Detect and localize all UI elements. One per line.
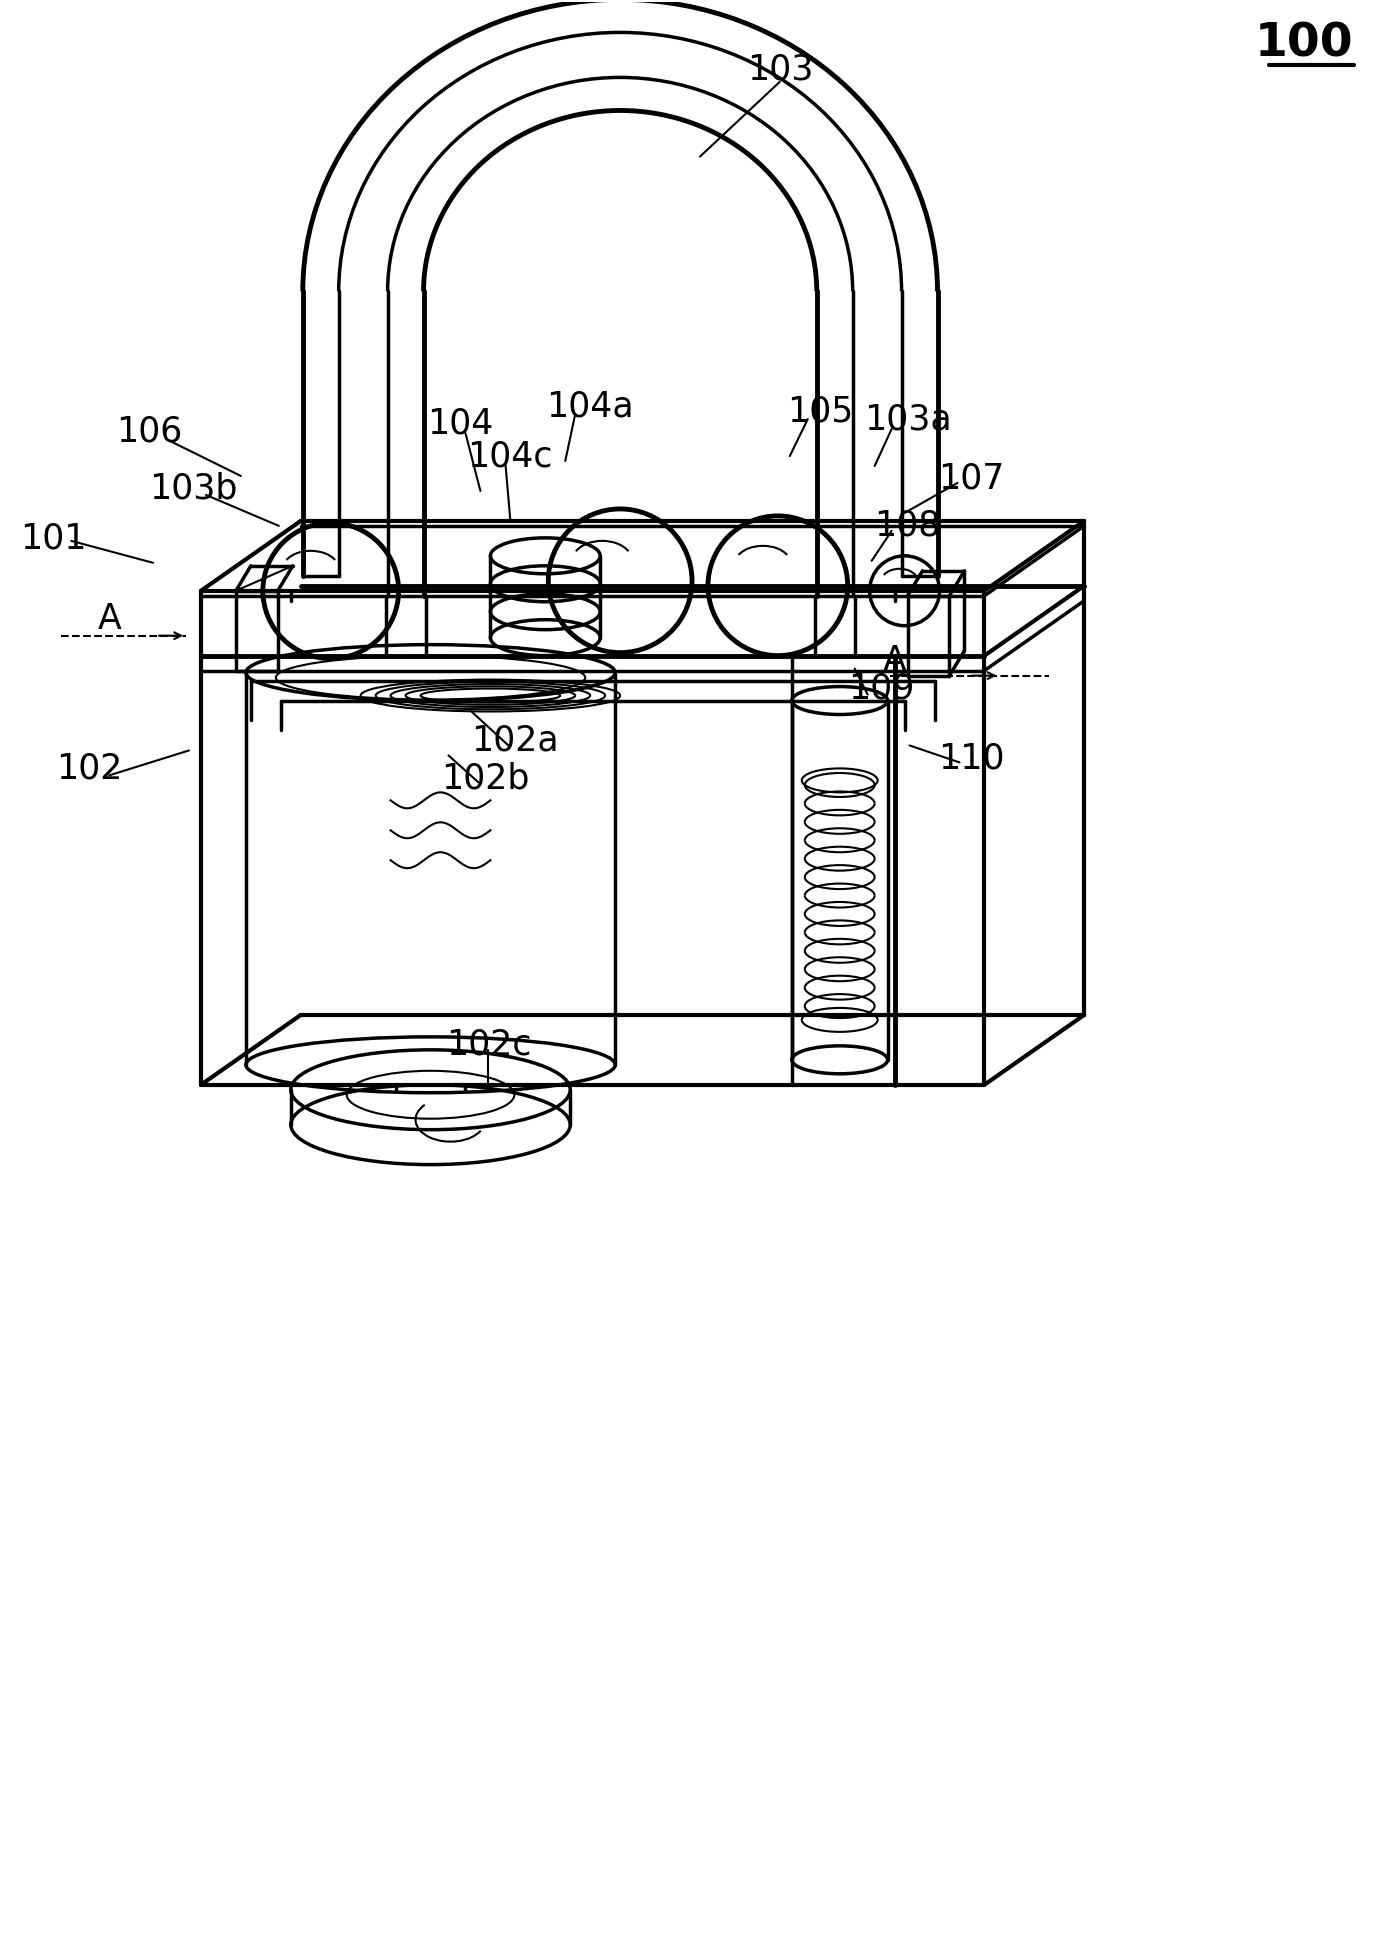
Text: 106: 106: [115, 414, 182, 449]
Text: 108: 108: [874, 509, 941, 544]
Text: 102b: 102b: [441, 760, 530, 795]
Text: 105: 105: [787, 395, 853, 428]
Text: 103: 103: [746, 52, 813, 87]
Text: 104a: 104a: [546, 389, 634, 424]
Text: 103b: 103b: [149, 472, 238, 505]
Text: 107: 107: [938, 462, 1005, 495]
Text: 110: 110: [938, 741, 1005, 776]
Text: 100: 100: [1254, 21, 1352, 66]
Text: A: A: [97, 602, 121, 637]
Text: 104: 104: [427, 406, 493, 439]
Text: 109: 109: [848, 671, 915, 706]
Text: 101: 101: [19, 522, 86, 555]
Text: A: A: [883, 644, 906, 677]
Text: 102: 102: [56, 751, 122, 786]
Text: 104c: 104c: [467, 439, 553, 472]
Text: 103a: 103a: [863, 402, 951, 435]
Text: 102a: 102a: [471, 724, 559, 757]
Text: 102c: 102c: [446, 1027, 531, 1062]
